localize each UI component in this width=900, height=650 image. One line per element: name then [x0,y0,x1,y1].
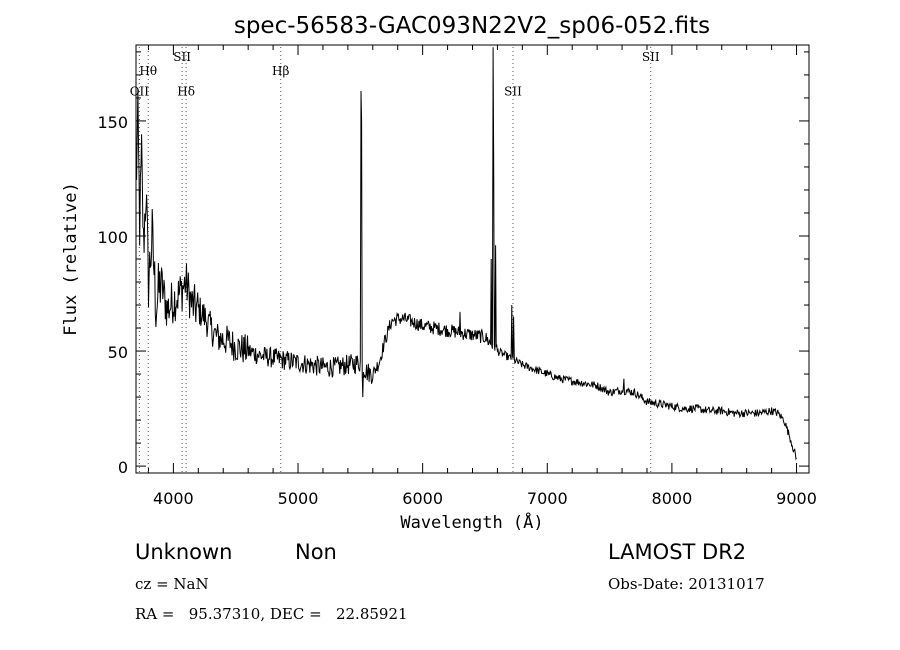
x-axis-label: Wavelength (Å) [400,511,543,533]
observation-date: Obs-Date: 20131017 [608,575,765,593]
emission-line-label: Hθ [139,64,157,78]
emission-line-label: OII [130,85,150,99]
x-tick-label: 9000 [776,489,817,508]
emission-line-label: Hδ [177,85,195,99]
chart-title: spec-56583-GAC093N22V2_sp06-052.fits [234,13,710,39]
y-tick-labels: 0 50 100 150 [97,113,128,477]
y-axis-label: Flux (relative) [61,182,81,336]
y-tick-label: 150 [97,113,128,132]
x-tick-label: 4000 [153,489,194,508]
redshift-value: cz = NaN [135,575,209,593]
ra-dec-coordinates: RA = 95.37310, DEC = 22.85921 [135,605,408,623]
emission-line-label: SII [173,50,191,64]
x-tick-label: 5000 [278,489,319,508]
object-subclass: Non [295,540,337,564]
object-class: Unknown [135,540,233,564]
y-tick-label: 50 [108,343,128,362]
emission-line-markers: OII Hθ SII Hδ Hβ SII SII [130,47,660,473]
x-tick-label: 6000 [402,489,443,508]
x-tick-label: 7000 [527,489,568,508]
y-tick-label: 0 [118,458,128,477]
survey-release: LAMOST DR2 [608,540,747,564]
emission-line-label: SII [504,85,522,99]
axis-ticks [136,45,809,473]
x-tick-labels: 4000 5000 6000 7000 8000 9000 [153,489,817,508]
y-tick-label: 100 [97,228,128,247]
spectrum-line [135,47,797,461]
emission-line-label: SII [642,50,660,64]
x-tick-label: 8000 [652,489,693,508]
emission-line-label: Hβ [272,64,289,78]
